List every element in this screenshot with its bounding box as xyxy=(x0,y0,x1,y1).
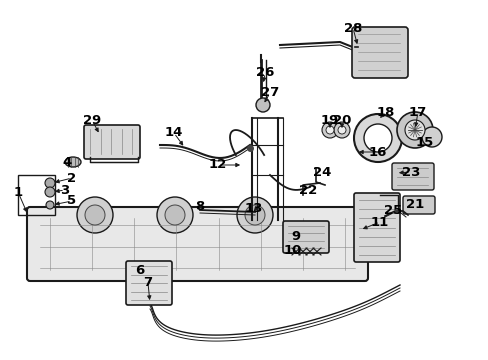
Circle shape xyxy=(256,98,269,112)
Text: 22: 22 xyxy=(298,184,317,198)
Text: 21: 21 xyxy=(405,198,423,211)
Text: 17: 17 xyxy=(408,105,426,118)
Text: 7: 7 xyxy=(143,276,152,289)
Text: 19: 19 xyxy=(320,113,339,126)
Text: 26: 26 xyxy=(255,67,274,80)
Text: 28: 28 xyxy=(343,22,362,35)
Circle shape xyxy=(396,112,432,148)
Ellipse shape xyxy=(65,157,81,167)
Text: 9: 9 xyxy=(291,230,300,243)
FancyBboxPatch shape xyxy=(283,221,328,253)
Text: 10: 10 xyxy=(283,244,302,257)
FancyBboxPatch shape xyxy=(27,207,367,281)
FancyBboxPatch shape xyxy=(84,125,140,159)
Circle shape xyxy=(404,120,424,140)
Circle shape xyxy=(337,126,346,134)
Text: 29: 29 xyxy=(82,113,101,126)
Text: 2: 2 xyxy=(67,171,77,184)
Text: 13: 13 xyxy=(244,202,263,215)
Circle shape xyxy=(237,197,272,233)
Text: 18: 18 xyxy=(376,105,394,118)
Circle shape xyxy=(85,205,105,225)
Text: 3: 3 xyxy=(60,184,69,197)
Circle shape xyxy=(333,122,349,138)
Text: 16: 16 xyxy=(368,145,386,158)
Text: 1: 1 xyxy=(13,185,22,198)
Circle shape xyxy=(325,126,333,134)
Text: 11: 11 xyxy=(370,216,388,229)
Text: 6: 6 xyxy=(135,264,144,276)
Text: 24: 24 xyxy=(312,166,330,179)
Circle shape xyxy=(46,201,54,209)
FancyBboxPatch shape xyxy=(351,27,407,78)
Circle shape xyxy=(45,187,55,197)
FancyBboxPatch shape xyxy=(126,261,172,305)
Text: 20: 20 xyxy=(332,113,350,126)
Text: 14: 14 xyxy=(164,126,183,139)
Circle shape xyxy=(77,197,113,233)
Circle shape xyxy=(353,114,401,162)
Text: 12: 12 xyxy=(208,158,226,171)
Circle shape xyxy=(164,205,184,225)
FancyBboxPatch shape xyxy=(402,196,434,214)
Text: 23: 23 xyxy=(401,166,419,179)
Text: 4: 4 xyxy=(62,157,71,170)
Text: 5: 5 xyxy=(67,194,77,207)
FancyBboxPatch shape xyxy=(391,163,433,190)
Circle shape xyxy=(363,124,391,152)
Circle shape xyxy=(321,122,337,138)
Text: 15: 15 xyxy=(415,136,433,149)
FancyBboxPatch shape xyxy=(353,193,399,262)
Circle shape xyxy=(244,205,264,225)
Circle shape xyxy=(157,197,193,233)
Text: 25: 25 xyxy=(383,204,401,217)
Text: 8: 8 xyxy=(195,201,204,213)
Circle shape xyxy=(421,127,441,147)
Circle shape xyxy=(45,178,55,188)
Text: 27: 27 xyxy=(260,86,279,99)
